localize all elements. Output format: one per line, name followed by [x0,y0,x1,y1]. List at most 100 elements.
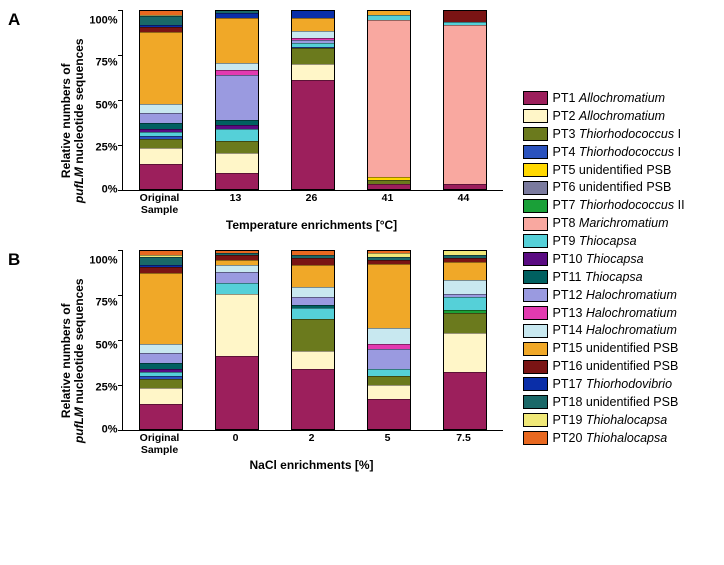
segment-PT15 [292,265,334,286]
panel-b: B Relative numbers of pufLM nucleotide s… [10,250,503,472]
segment-PT12 [216,75,258,120]
segment-PT3 [368,376,410,385]
legend-item-PT16: PT16 unidentified PSB [523,358,685,375]
ytick: 100% [89,256,117,267]
segment-PT1 [368,184,410,189]
segment-PT2 [444,333,486,372]
legend-label: PT7 Thiorhodococcus II [553,197,685,214]
segment-PT2 [140,148,182,164]
legend-item-PT3: PT3 Thiorhodococcus I [523,126,685,143]
legend-item-PT6: PT6 unidentified PSB [523,179,685,196]
legend-item-PT5: PT5 unidentified PSB [523,162,685,179]
ytick: 50% [89,100,117,111]
ylabel-line2-rest: nucleotide sequences [72,39,86,168]
segment-PT2 [216,153,258,173]
legend-item-PT8: PT8 Marichromatium [523,215,685,232]
segment-PT12 [140,113,182,124]
ylabel-line1: Relative numbers of [59,64,73,179]
segment-PT9 [368,369,410,376]
xlabel: 0 [206,433,266,456]
stacked-bar [215,250,259,430]
segment-PT14 [216,265,258,272]
legend-swatch [523,360,548,374]
stacked-bar [367,250,411,430]
segment-PT9 [444,297,486,309]
segment-PT3 [140,379,182,388]
legend-swatch [523,270,548,284]
ytick: 50% [89,340,117,351]
legend-label: PT13 Halochromatium [553,305,677,322]
legend-item-PT17: PT17 Thiorhodovibrio [523,376,685,393]
segment-PT2 [216,294,258,356]
ytick: 25% [89,142,117,153]
xlabel: 26 [282,193,342,216]
stacked-bar [367,10,411,190]
legend-item-PT4: PT4 Thiorhodococcus I [523,144,685,161]
legend-label: PT20 Thiohalocapsa [553,430,668,447]
segment-PT14 [216,63,258,70]
segment-PT12 [292,297,334,304]
ylabel-line2-italic: pufLM [72,408,86,444]
xlabel: 13 [206,193,266,216]
legend-label: PT14 Halochromatium [553,322,677,339]
legend-label: PT9 Thiocapsa [553,233,637,250]
panel-b-yticks: 0%25%50%75%100% [89,250,117,430]
segment-PT18 [140,257,182,266]
legend-label: PT15 unidentified PSB [553,340,679,357]
panel-a-label: A [8,10,20,30]
legend-swatch [523,91,548,105]
xlabel: 7.5 [434,433,494,456]
legend-label: PT1 Allochromatium [553,90,666,107]
ylabel-line1: Relative numbers of [59,304,73,419]
legend-item-PT13: PT13 Halochromatium [523,305,685,322]
segment-PT2 [292,64,334,80]
panel-b-ylabel: Relative numbers of pufLM nucleotide seq… [60,250,86,472]
ytick: 0% [89,185,117,196]
legend-swatch [523,234,548,248]
segment-PT18 [140,16,182,25]
segment-PT16 [292,258,334,265]
legend-swatch [523,181,548,195]
legend-swatch [523,127,548,141]
legend-label: PT10 Thiocapsa [553,251,644,268]
legend-item-PT10: PT10 Thiocapsa [523,251,685,268]
xlabel: 2 [282,433,342,456]
segment-PT1 [292,80,334,189]
panel-a-yticks: 0%25%50%75%100% [89,10,117,190]
legend-item-PT9: PT9 Thiocapsa [523,233,685,250]
segment-PT3 [292,319,334,351]
legend-label: PT12 Halochromatium [553,287,677,304]
segment-PT14 [292,31,334,38]
segment-PT1 [444,372,486,429]
panels-column: A Relative numbers of pufLM nucleotide s… [10,10,503,472]
segment-PT1 [444,184,486,189]
segment-PT9 [216,283,258,294]
legend-swatch [523,217,548,231]
panel-a-xlabels: OriginalSample13264144 [122,193,502,216]
legend-label: PT2 Allochromatium [553,108,666,125]
panel-b-xlabels: OriginalSample 025 7.5 [122,433,502,456]
legend: PT1 AllochromatiumPT2 AllochromatiumPT3 … [523,90,685,472]
panel-a-xtitle: Temperature enrichments [°C] [122,218,502,232]
ytick: 75% [89,298,117,309]
stacked-bar [139,10,183,190]
xlabel: 41 [358,193,418,216]
segment-PT9 [292,308,334,319]
segment-PT16 [444,11,486,22]
figure: A Relative numbers of pufLM nucleotide s… [10,10,714,472]
segment-PT1 [140,404,182,429]
panel-a-chart-area: Relative numbers of pufLM nucleotide seq… [60,10,503,232]
segment-PT15 [140,32,182,103]
stacked-bar [215,10,259,190]
xlabel: OriginalSample [130,433,190,456]
segment-PT15 [292,18,334,30]
segment-PT1 [216,356,258,429]
segment-PT1 [368,399,410,429]
legend-swatch [523,252,548,266]
segment-PT3 [216,141,258,153]
legend-item-PT20: PT20 Thiohalocapsa [523,430,685,447]
segment-PT3 [444,313,486,333]
xlabel: 5 [358,433,418,456]
legend-swatch [523,342,548,356]
segment-PT1 [292,369,334,430]
